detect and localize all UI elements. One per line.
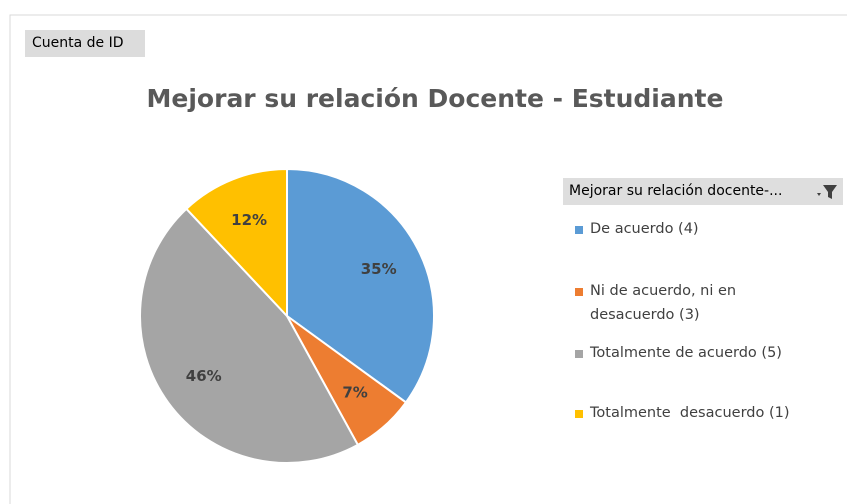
- pie-slice: [286, 167, 435, 404]
- chart-title: Mejorar su relación Docente - Estudiante: [147, 84, 724, 113]
- legend-filter[interactable]: Mejorar su relación docente-...: [563, 178, 843, 205]
- field-button[interactable]: Cuenta de ID: [25, 30, 145, 57]
- data-label: 35%: [361, 260, 397, 278]
- legend-label: Ni de acuerdo, ni en desacuerdo (3): [590, 283, 741, 323]
- legend-swatch: [575, 410, 583, 418]
- pie-slice: [139, 207, 360, 464]
- legend-swatch: [575, 226, 583, 234]
- pie-slice: [184, 167, 288, 319]
- filter-icon: [817, 185, 837, 199]
- legend-label: Totalmente desacuerdo (1): [590, 405, 790, 421]
- legend-label: Totalmente de acuerdo (5): [590, 345, 782, 361]
- data-label: 7%: [342, 384, 367, 402]
- legend-label: De acuerdo (4): [590, 221, 699, 237]
- data-label: 12%: [231, 211, 267, 229]
- data-label: 46%: [186, 367, 222, 385]
- legend-title: Mejorar su relación docente-...: [569, 183, 783, 199]
- legend-swatch: [575, 350, 583, 358]
- chart-area: [9, 14, 847, 504]
- legend-swatch: [575, 288, 583, 296]
